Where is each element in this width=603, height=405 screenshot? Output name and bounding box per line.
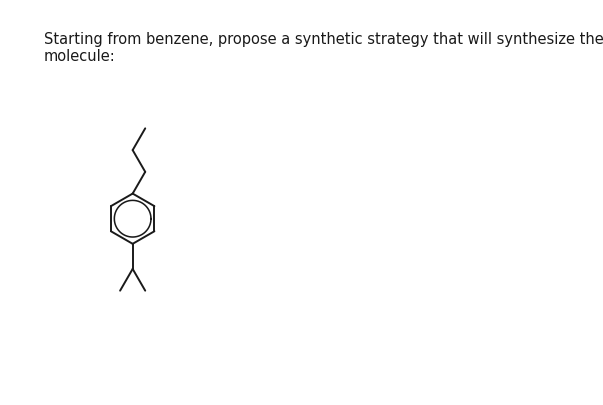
Text: Starting from benzene, propose a synthetic strategy that will synthesize the fol: Starting from benzene, propose a synthet… [44,32,603,64]
